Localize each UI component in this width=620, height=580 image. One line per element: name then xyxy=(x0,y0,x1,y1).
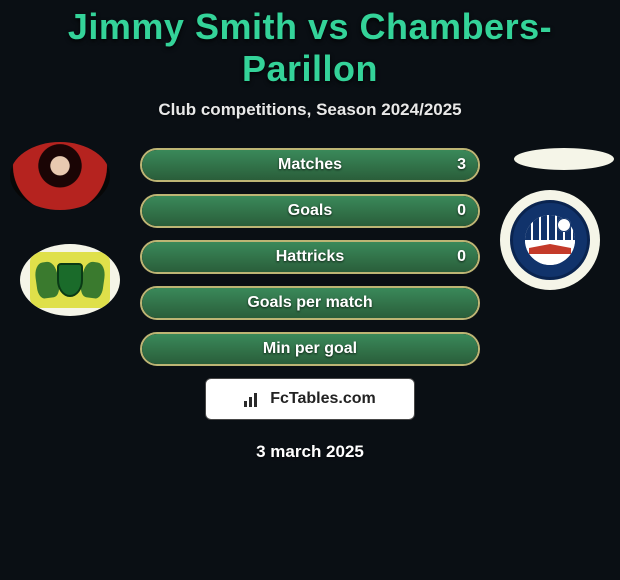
stat-right-value: 0 xyxy=(457,248,466,266)
vs-text: vs xyxy=(308,6,349,47)
stat-right-value: 3 xyxy=(457,156,466,174)
stat-row: Goals per match xyxy=(140,286,480,320)
player2-avatar xyxy=(514,148,614,170)
yeovil-badge-icon xyxy=(30,252,110,308)
stat-label: Min per goal xyxy=(263,340,357,358)
stat-label: Matches xyxy=(278,156,342,174)
player1-club-badge xyxy=(20,244,120,316)
brand-card[interactable]: FcTables.com xyxy=(205,378,415,420)
player1-avatar xyxy=(10,142,110,210)
stat-row: Matches 3 xyxy=(140,148,480,182)
page-title: Jimmy Smith vs Chambers-Parillon xyxy=(0,0,620,90)
bar-chart-icon xyxy=(244,391,264,407)
stat-label: Goals xyxy=(288,202,332,220)
stat-row: Min per goal xyxy=(140,332,480,366)
date-text: 3 march 2025 xyxy=(0,442,620,462)
comparison-panel: Matches 3 Goals 0 Hattricks 0 Goals per match M… xyxy=(0,148,620,462)
subtitle: Club competitions, Season 2024/2025 xyxy=(0,100,620,120)
stat-list: Matches 3 Goals 0 Hattricks 0 Goals per match M… xyxy=(140,148,480,366)
stat-row: Goals 0 xyxy=(140,194,480,228)
stat-label: Goals per match xyxy=(247,294,372,312)
player2-club-badge xyxy=(500,190,600,290)
brand-text: FcTables.com xyxy=(270,390,376,408)
stat-right-value: 0 xyxy=(457,202,466,220)
stat-row: Hattricks 0 xyxy=(140,240,480,274)
southend-badge-icon xyxy=(510,200,590,280)
player1-name: Jimmy Smith xyxy=(68,6,298,47)
stat-label: Hattricks xyxy=(276,248,344,266)
